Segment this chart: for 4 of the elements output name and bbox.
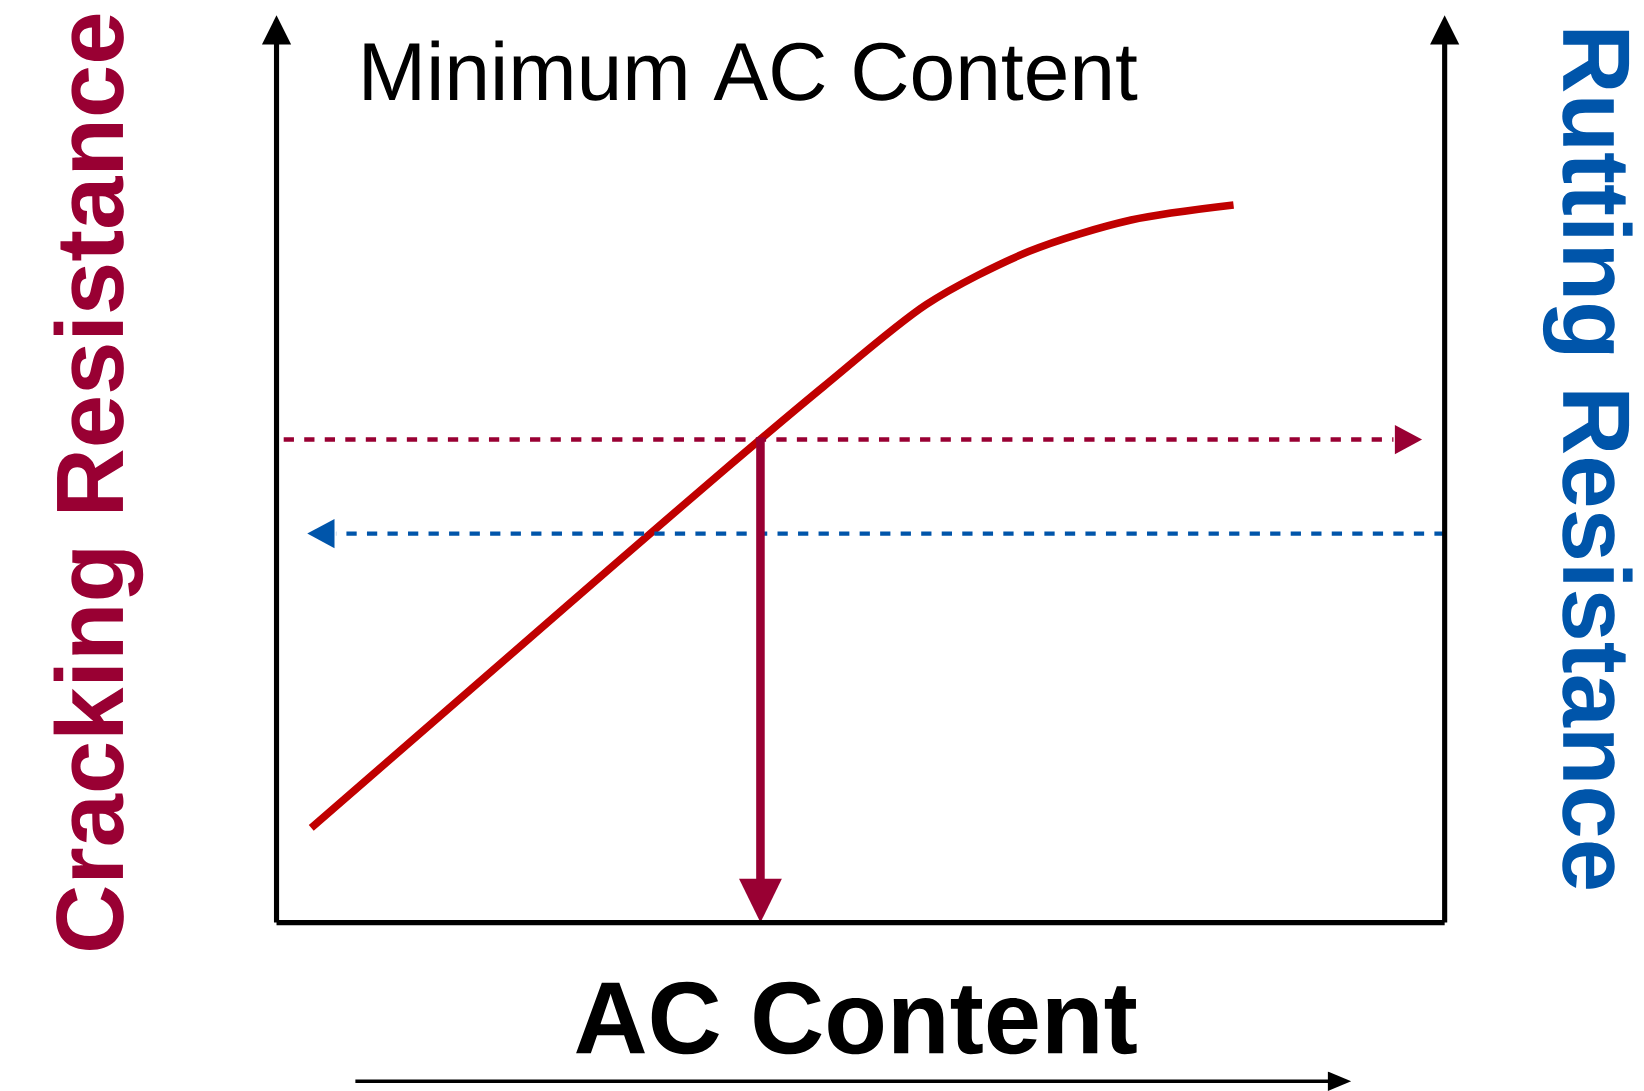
y-axis-title: Cracking Resistance <box>53 14 144 950</box>
y2-axis-title: Rutting Resistance <box>1542 30 1633 889</box>
x-axis-title: AC Content <box>576 981 1137 1055</box>
chart-title: Minimum AC Content <box>364 40 1138 101</box>
